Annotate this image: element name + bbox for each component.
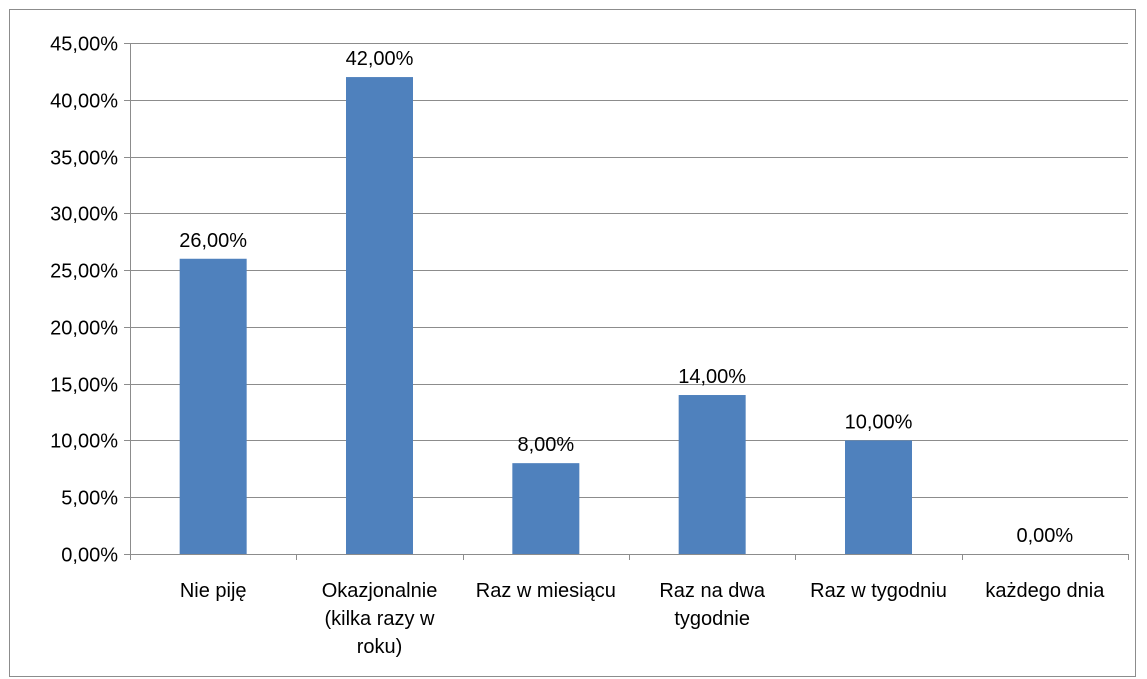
y-tick-label: 15,00%: [50, 375, 118, 397]
x-category-label: Okazjonalnie (kilka razy w roku): [322, 580, 438, 658]
data-label: 42,00%: [346, 48, 414, 70]
bars: [179, 77, 912, 555]
x-category-label: Raz w miesiącu: [476, 580, 616, 602]
x-category-label-line: Nie piję: [180, 580, 247, 602]
x-axis-category-labels: Nie piję Okazjonalnie (kilka razy w roku) Ra…: [180, 580, 1105, 658]
data-label: 26,00%: [179, 230, 247, 252]
x-category-label-line: (kilka razy w: [324, 608, 435, 630]
bar: [845, 440, 912, 554]
y-tick-label: 0,00%: [61, 545, 118, 567]
bar: [512, 463, 580, 554]
y-axis-tick-labels: 0,00% 5,00% 10,00% 15,00% 20,00% 25,00% 30,00%…: [50, 34, 118, 567]
y-tick-label: 45,00%: [50, 34, 118, 56]
y-tick-label: 25,00%: [50, 261, 118, 283]
grid-lines: [130, 43, 1128, 498]
data-label: 0,00%: [1016, 525, 1073, 547]
bar: [346, 77, 413, 555]
bar: [179, 258, 247, 554]
x-category-label-line: roku): [357, 636, 403, 658]
y-tick-label: 40,00%: [50, 91, 118, 113]
data-label: 14,00%: [678, 366, 746, 388]
bar: [678, 395, 746, 554]
x-category-label-line: Raz w tygodniu: [810, 580, 947, 602]
y-tick-label: 30,00%: [50, 204, 118, 226]
x-category-label-line: Raz na dwa: [659, 580, 765, 602]
x-category-label: Raz w tygodniu: [810, 580, 947, 602]
x-category-label-line: każdego dnia: [985, 580, 1105, 602]
axes: [124, 43, 1129, 560]
data-label: 10,00%: [845, 411, 913, 433]
x-category-label: Raz na dwa tygodnie: [659, 580, 765, 630]
data-labels: 26,00% 42,00% 8,00% 14,00% 10,00% 0,00%: [179, 48, 1073, 547]
y-tick-label: 5,00%: [61, 488, 118, 510]
x-category-label-line: Raz w miesiącu: [476, 580, 616, 602]
y-tick-label: 20,00%: [50, 318, 118, 340]
data-label: 8,00%: [517, 434, 574, 456]
x-category-label: Nie piję: [180, 580, 247, 602]
y-tick-label: 35,00%: [50, 148, 118, 170]
x-category-label-line: tygodnie: [674, 608, 750, 630]
x-category-label-line: Okazjonalnie: [322, 580, 438, 602]
y-tick-label: 10,00%: [50, 431, 118, 453]
x-category-label: każdego dnia: [985, 580, 1105, 602]
